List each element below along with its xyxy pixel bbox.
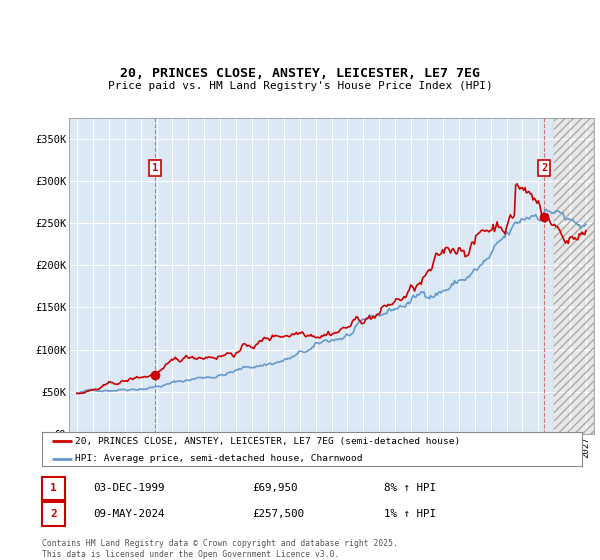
Text: 20, PRINCES CLOSE, ANSTEY, LEICESTER, LE7 7EG: 20, PRINCES CLOSE, ANSTEY, LEICESTER, LE… <box>120 67 480 80</box>
Text: 03-DEC-1999: 03-DEC-1999 <box>93 483 164 493</box>
Text: 1: 1 <box>152 163 158 173</box>
Text: 1% ↑ HPI: 1% ↑ HPI <box>384 509 436 519</box>
Text: HPI: Average price, semi-detached house, Charnwood: HPI: Average price, semi-detached house,… <box>76 454 363 463</box>
Text: 2: 2 <box>541 163 547 173</box>
Bar <box>554 118 594 434</box>
Text: 20, PRINCES CLOSE, ANSTEY, LEICESTER, LE7 7EG (semi-detached house): 20, PRINCES CLOSE, ANSTEY, LEICESTER, LE… <box>76 437 461 446</box>
Text: Price paid vs. HM Land Registry's House Price Index (HPI): Price paid vs. HM Land Registry's House … <box>107 81 493 91</box>
Text: 09-MAY-2024: 09-MAY-2024 <box>93 509 164 519</box>
Text: Contains HM Land Registry data © Crown copyright and database right 2025.
This d: Contains HM Land Registry data © Crown c… <box>42 539 398 559</box>
Text: 1: 1 <box>50 483 57 493</box>
Bar <box>554 118 594 434</box>
Text: 2: 2 <box>50 509 57 519</box>
Text: 8% ↑ HPI: 8% ↑ HPI <box>384 483 436 493</box>
Text: £69,950: £69,950 <box>252 483 298 493</box>
Bar <box>69 118 554 434</box>
Text: £257,500: £257,500 <box>252 509 304 519</box>
